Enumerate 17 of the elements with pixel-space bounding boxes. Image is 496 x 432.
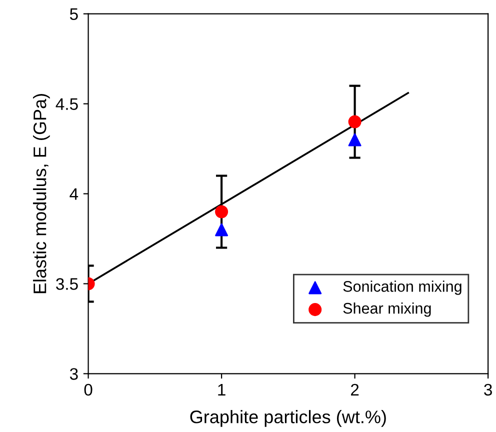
point [348,133,362,146]
x-tick-label: 3 [484,384,492,396]
y-tick-label: 3.5 [56,278,78,290]
x-axis-title: Graphite particles (wt.%) [190,410,386,427]
y-tick-label: 5 [70,8,78,20]
y-tick-label: 4 [70,188,78,200]
y-tick-label: 3 [70,368,78,380]
point [215,205,228,218]
point [348,115,362,128]
x-tick-label: 2 [351,384,359,396]
legend-label: Shear mixing [343,302,431,317]
point [215,223,228,236]
legend-label: Sonication mixing [343,280,462,295]
y-axis-title: Elastic modulus, E (GPa) [33,94,50,294]
x-tick-label: 0 [84,384,92,396]
x-tick-label: 1 [218,384,226,396]
y-tick-label: 4.5 [56,98,78,110]
